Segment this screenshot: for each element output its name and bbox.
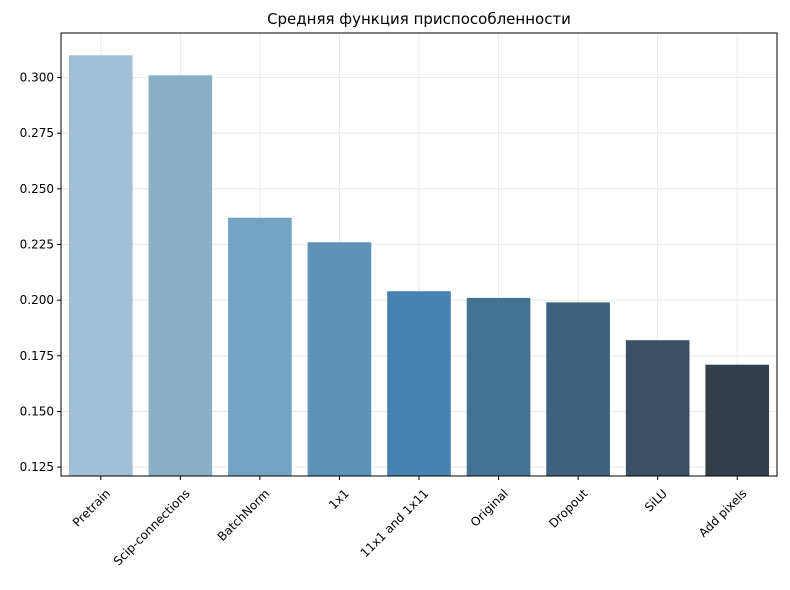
x-tick-label: Original: [468, 486, 511, 529]
x-tick-label: Scip-connections: [111, 486, 193, 568]
x-tick-label: 1x1: [326, 486, 352, 512]
bar-11x1-and-1x11: [387, 291, 451, 476]
x-tick-label: 11x1 and 1x11: [358, 486, 432, 560]
y-axis: 0.125 0.150 0.175 0.200 0.225 0.250 0.275 0.300: [20, 71, 61, 474]
y-tick-label: 0.150: [20, 404, 54, 418]
y-tick-label: 0.200: [20, 293, 54, 307]
bar-scip-connections: [148, 75, 213, 477]
bar-dropout: [546, 302, 610, 476]
y-tick-label: 0.125: [20, 460, 54, 474]
y-tick-label: 0.175: [20, 349, 54, 363]
x-tick-label: BatchNorm: [215, 486, 272, 543]
bar-pretrain: [68, 55, 133, 477]
bar-original: [466, 297, 531, 476]
x-tick-label: Dropout: [546, 486, 590, 530]
y-tick-label: 0.275: [20, 126, 54, 140]
y-tick-label: 0.225: [20, 237, 54, 251]
y-tick-label: 0.300: [20, 71, 54, 85]
x-tick-label: Add pixels: [696, 486, 750, 540]
bar-batchnorm: [228, 217, 292, 476]
bar-silu: [625, 340, 690, 476]
bars: [68, 55, 770, 477]
bar-add-pixels: [705, 364, 770, 476]
x-tick-label: Pretrain: [70, 486, 113, 529]
x-tick-label: SiLU: [642, 486, 670, 514]
y-tick-label: 0.250: [20, 182, 54, 196]
bar-1x1: [307, 242, 372, 476]
chart-title: Средняя функция приспособленности: [267, 10, 571, 28]
